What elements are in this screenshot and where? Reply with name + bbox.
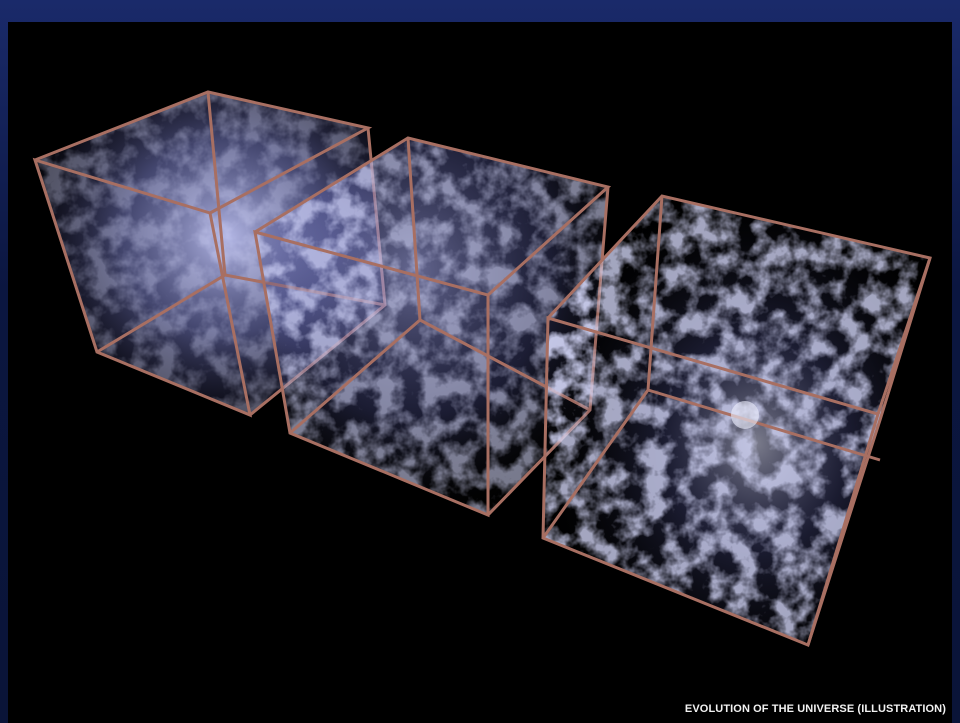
cube-middle <box>253 136 612 518</box>
image-caption: EVOLUTION OF THE UNIVERSE (ILLUSTRATION) <box>684 703 946 715</box>
cube-late <box>541 194 932 648</box>
